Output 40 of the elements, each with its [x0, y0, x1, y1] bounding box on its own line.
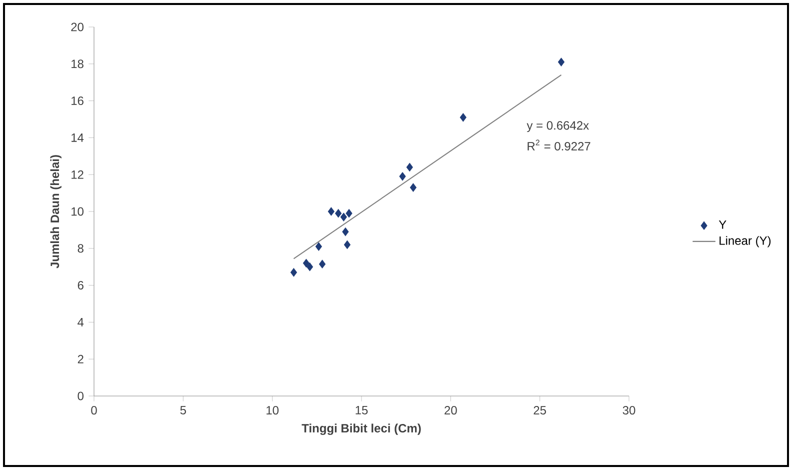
- x-tick-label: 10: [266, 406, 279, 415]
- legend-label: Y: [718, 220, 726, 229]
- x-tick-label: 20: [444, 406, 457, 415]
- point: [328, 207, 334, 216]
- point: [290, 268, 298, 277]
- y-tick-label: 18: [72, 60, 84, 68]
- y-tick-label: 8: [78, 244, 84, 253]
- y-tick-label: 20: [71, 22, 84, 32]
- legend-label: Linear (Y): [720, 236, 771, 248]
- point: [344, 240, 351, 249]
- y-tick-label: 12: [72, 170, 84, 179]
- point: [319, 260, 326, 268]
- y-axis-title: Jumlah Daun (helai): [50, 155, 62, 268]
- x-tick-label: 25: [534, 406, 546, 415]
- point: [340, 212, 347, 222]
- y-tick-label: 0: [78, 392, 84, 400]
- point: [346, 209, 352, 218]
- y-tick-label: 10: [72, 207, 84, 216]
- x-tick-label: 5: [180, 406, 186, 414]
- point: [335, 209, 342, 218]
- point: [406, 162, 413, 172]
- y-tick-label: 16: [72, 96, 84, 106]
- annotation: R$^{2}$ = 0.9227: [528, 140, 590, 150]
- point: [460, 113, 466, 122]
- point: [410, 183, 416, 192]
- point: [399, 172, 406, 181]
- point: [306, 262, 314, 272]
- point: [558, 58, 565, 66]
- y-tick-label: 6: [78, 281, 84, 290]
- x-tick-label: 15: [356, 406, 368, 414]
- x-tick-label: 30: [622, 406, 636, 415]
- y-tick-label: 14: [72, 134, 84, 142]
- x-tick-label: 0: [91, 406, 97, 415]
- point: [315, 242, 322, 251]
- y-tick-label: 2: [78, 354, 84, 364]
- x-axis-title: Tinggi Bibit leci (Cm): [302, 424, 421, 435]
- y-tick-label: 4: [78, 318, 84, 326]
- annotation: y = 0.6642x: [526, 121, 589, 132]
- point: [342, 228, 349, 236]
- point: [302, 258, 310, 268]
